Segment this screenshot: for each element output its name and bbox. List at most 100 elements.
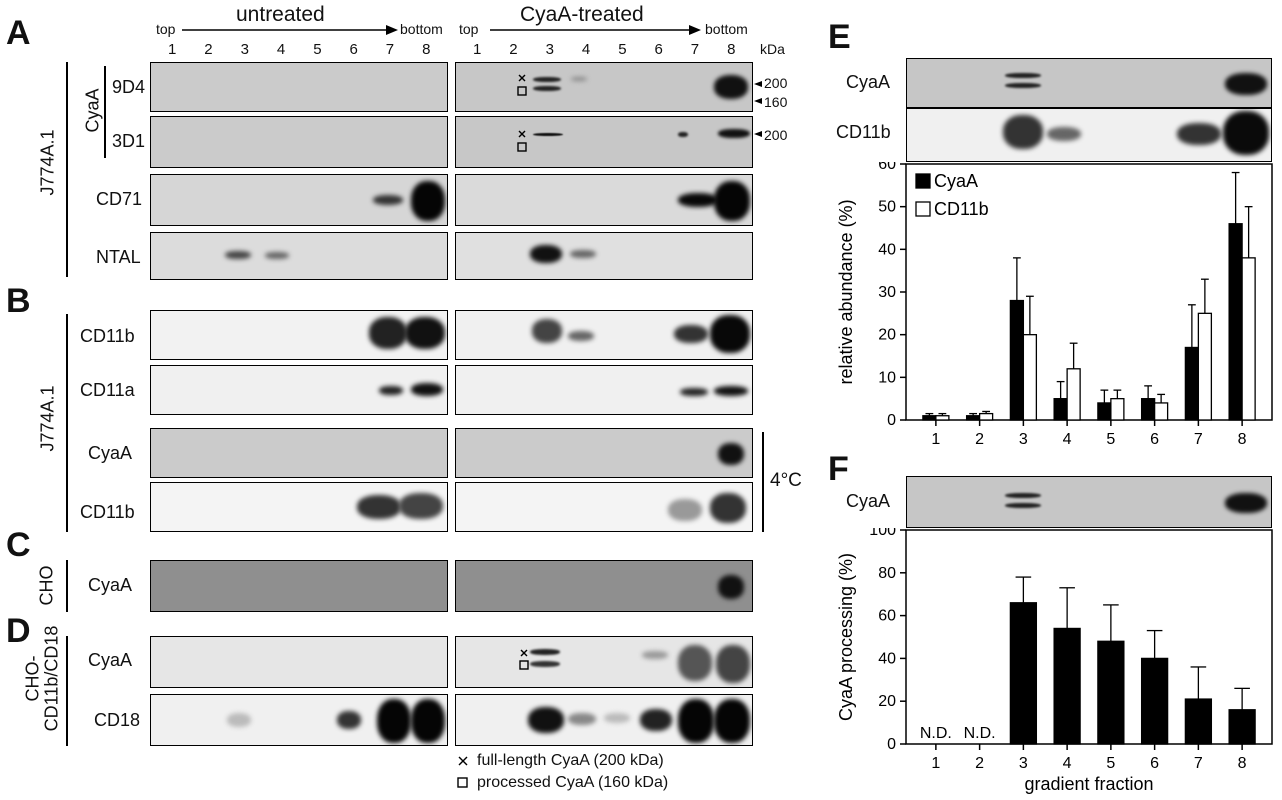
- cyaa-c-label: CyaA: [88, 575, 133, 595]
- lane-number: 6: [654, 41, 663, 58]
- y-tick-label: 0: [887, 412, 896, 429]
- x-tick-label: 6: [1150, 431, 1159, 448]
- lane-number: 4: [581, 41, 591, 58]
- y-tick-label: 100: [869, 528, 896, 539]
- blot-cd11a-untreated: [150, 365, 448, 415]
- y-tick-label: 50: [878, 199, 896, 216]
- bar-cd11b: [1241, 257, 1256, 421]
- band: [337, 711, 361, 729]
- band: [1225, 493, 1267, 513]
- cyaa-d-label: CyaA: [88, 650, 133, 670]
- blot-cd11b-4c-untreated: [150, 482, 448, 532]
- y-tick-label: 80: [878, 565, 896, 582]
- nd-label: N.D.: [964, 725, 996, 742]
- band: [1177, 123, 1221, 145]
- x-tick-label: 7: [1194, 431, 1203, 448]
- band: [714, 386, 748, 396]
- blot-3d1-treated: [455, 116, 753, 168]
- panel-letter-f: F: [828, 450, 849, 488]
- legend-swatch-cd11b: [915, 201, 931, 217]
- band: [1005, 73, 1041, 78]
- bar-cd11b: [1110, 398, 1125, 421]
- y-tick-label: 0: [887, 736, 896, 753]
- band: [678, 645, 712, 681]
- band: [718, 129, 750, 138]
- cd11a-label: CD11a: [80, 380, 135, 400]
- lane-number: 5: [313, 41, 322, 58]
- blot-chocd-cyaa-untreated: [150, 636, 448, 688]
- e-blot-cyaa-label: CyaA: [846, 72, 891, 92]
- band: [1225, 73, 1267, 95]
- bar-cyaa: [1097, 402, 1112, 421]
- lane-number: 1: [168, 41, 177, 58]
- blot-cyaa-4c-treated: [455, 428, 753, 478]
- bar-cyaa: [1228, 223, 1243, 421]
- x-tick-label: 1: [931, 431, 940, 448]
- lane-number: 3: [240, 41, 249, 58]
- lane-number: 2: [509, 41, 518, 58]
- panel-letter-d: D: [6, 612, 31, 650]
- band: [530, 245, 562, 263]
- temp-bracket: [762, 432, 764, 532]
- band: [1047, 127, 1081, 141]
- x-tick-label: 5: [1106, 755, 1115, 772]
- bar-value: [1009, 602, 1038, 745]
- mw-200b-label: 200: [764, 127, 788, 143]
- band: [1005, 493, 1041, 498]
- x-tick-label: 8: [1238, 755, 1247, 772]
- blot-9d4-untreated: [150, 62, 448, 112]
- band: [357, 495, 401, 519]
- y-tick-label: 30: [878, 284, 896, 301]
- band: [530, 661, 560, 667]
- band: [528, 707, 564, 733]
- lane-number: 4: [276, 41, 286, 58]
- bar-cd11b: [1153, 402, 1169, 421]
- e-blot-cyaa: [906, 58, 1272, 108]
- bar-cyaa: [1140, 398, 1156, 421]
- cd18-label: CD18: [94, 710, 141, 730]
- lane-number: 8: [422, 41, 431, 58]
- f-blot-cyaa-label: CyaA: [846, 491, 891, 511]
- f-blot-cyaa: [906, 476, 1272, 528]
- band: [604, 713, 630, 723]
- cyaa-b-label: CyaA: [88, 443, 133, 463]
- x-tick-label: 4: [1063, 431, 1072, 448]
- band-markers: [457, 74, 762, 788]
- bar-value: [1184, 698, 1213, 745]
- lane-number: 8: [727, 41, 736, 58]
- x-tick-label: 2: [975, 755, 984, 772]
- bar-cd11b: [978, 412, 994, 421]
- y-tick-label: 60: [878, 162, 896, 173]
- chart-f: 0 20 40 60 80 100 CyaA processing (%) 1 2 3 4 5 6 7 8 N…: [836, 528, 1273, 794]
- band: [1005, 83, 1041, 88]
- bar-value: [1228, 709, 1256, 745]
- blot-cho-cyaa-untreated: [150, 560, 448, 612]
- cd11b-label: CD11b: [80, 326, 135, 346]
- y-tick-label: 40: [878, 241, 896, 258]
- blot-cd71-untreated: [150, 174, 448, 226]
- band: [668, 499, 702, 521]
- band: [379, 386, 403, 395]
- bar-value: [1097, 640, 1125, 745]
- blot-cd71-treated: [455, 174, 753, 226]
- blot-cho-cyaa-treated: [455, 560, 753, 612]
- x-tick-label: 7: [1194, 755, 1203, 772]
- band: [533, 77, 561, 82]
- band: [227, 713, 251, 727]
- blot-cd11b-untreated: [150, 310, 448, 360]
- mw-200-label: 200: [764, 75, 788, 91]
- band: [710, 493, 746, 523]
- x-tick-label: 5: [1106, 431, 1115, 448]
- blot-cd11b-4c-treated: [455, 482, 753, 532]
- cho-bracket: [66, 560, 68, 612]
- untreated-label: untreated: [236, 3, 325, 26]
- legend-label-cyaa: CyaA: [934, 171, 978, 191]
- blot-ntal-untreated: [150, 232, 448, 280]
- y-tick-label: 40: [878, 650, 896, 667]
- ab-9d4-label: 9D4: [112, 77, 146, 97]
- band: [718, 575, 744, 599]
- y-axis-label: CyaA processing (%): [836, 553, 856, 721]
- band: [716, 645, 750, 683]
- y-axis-label: relative abundance (%): [836, 199, 856, 384]
- panel-letter-e: E: [828, 18, 851, 56]
